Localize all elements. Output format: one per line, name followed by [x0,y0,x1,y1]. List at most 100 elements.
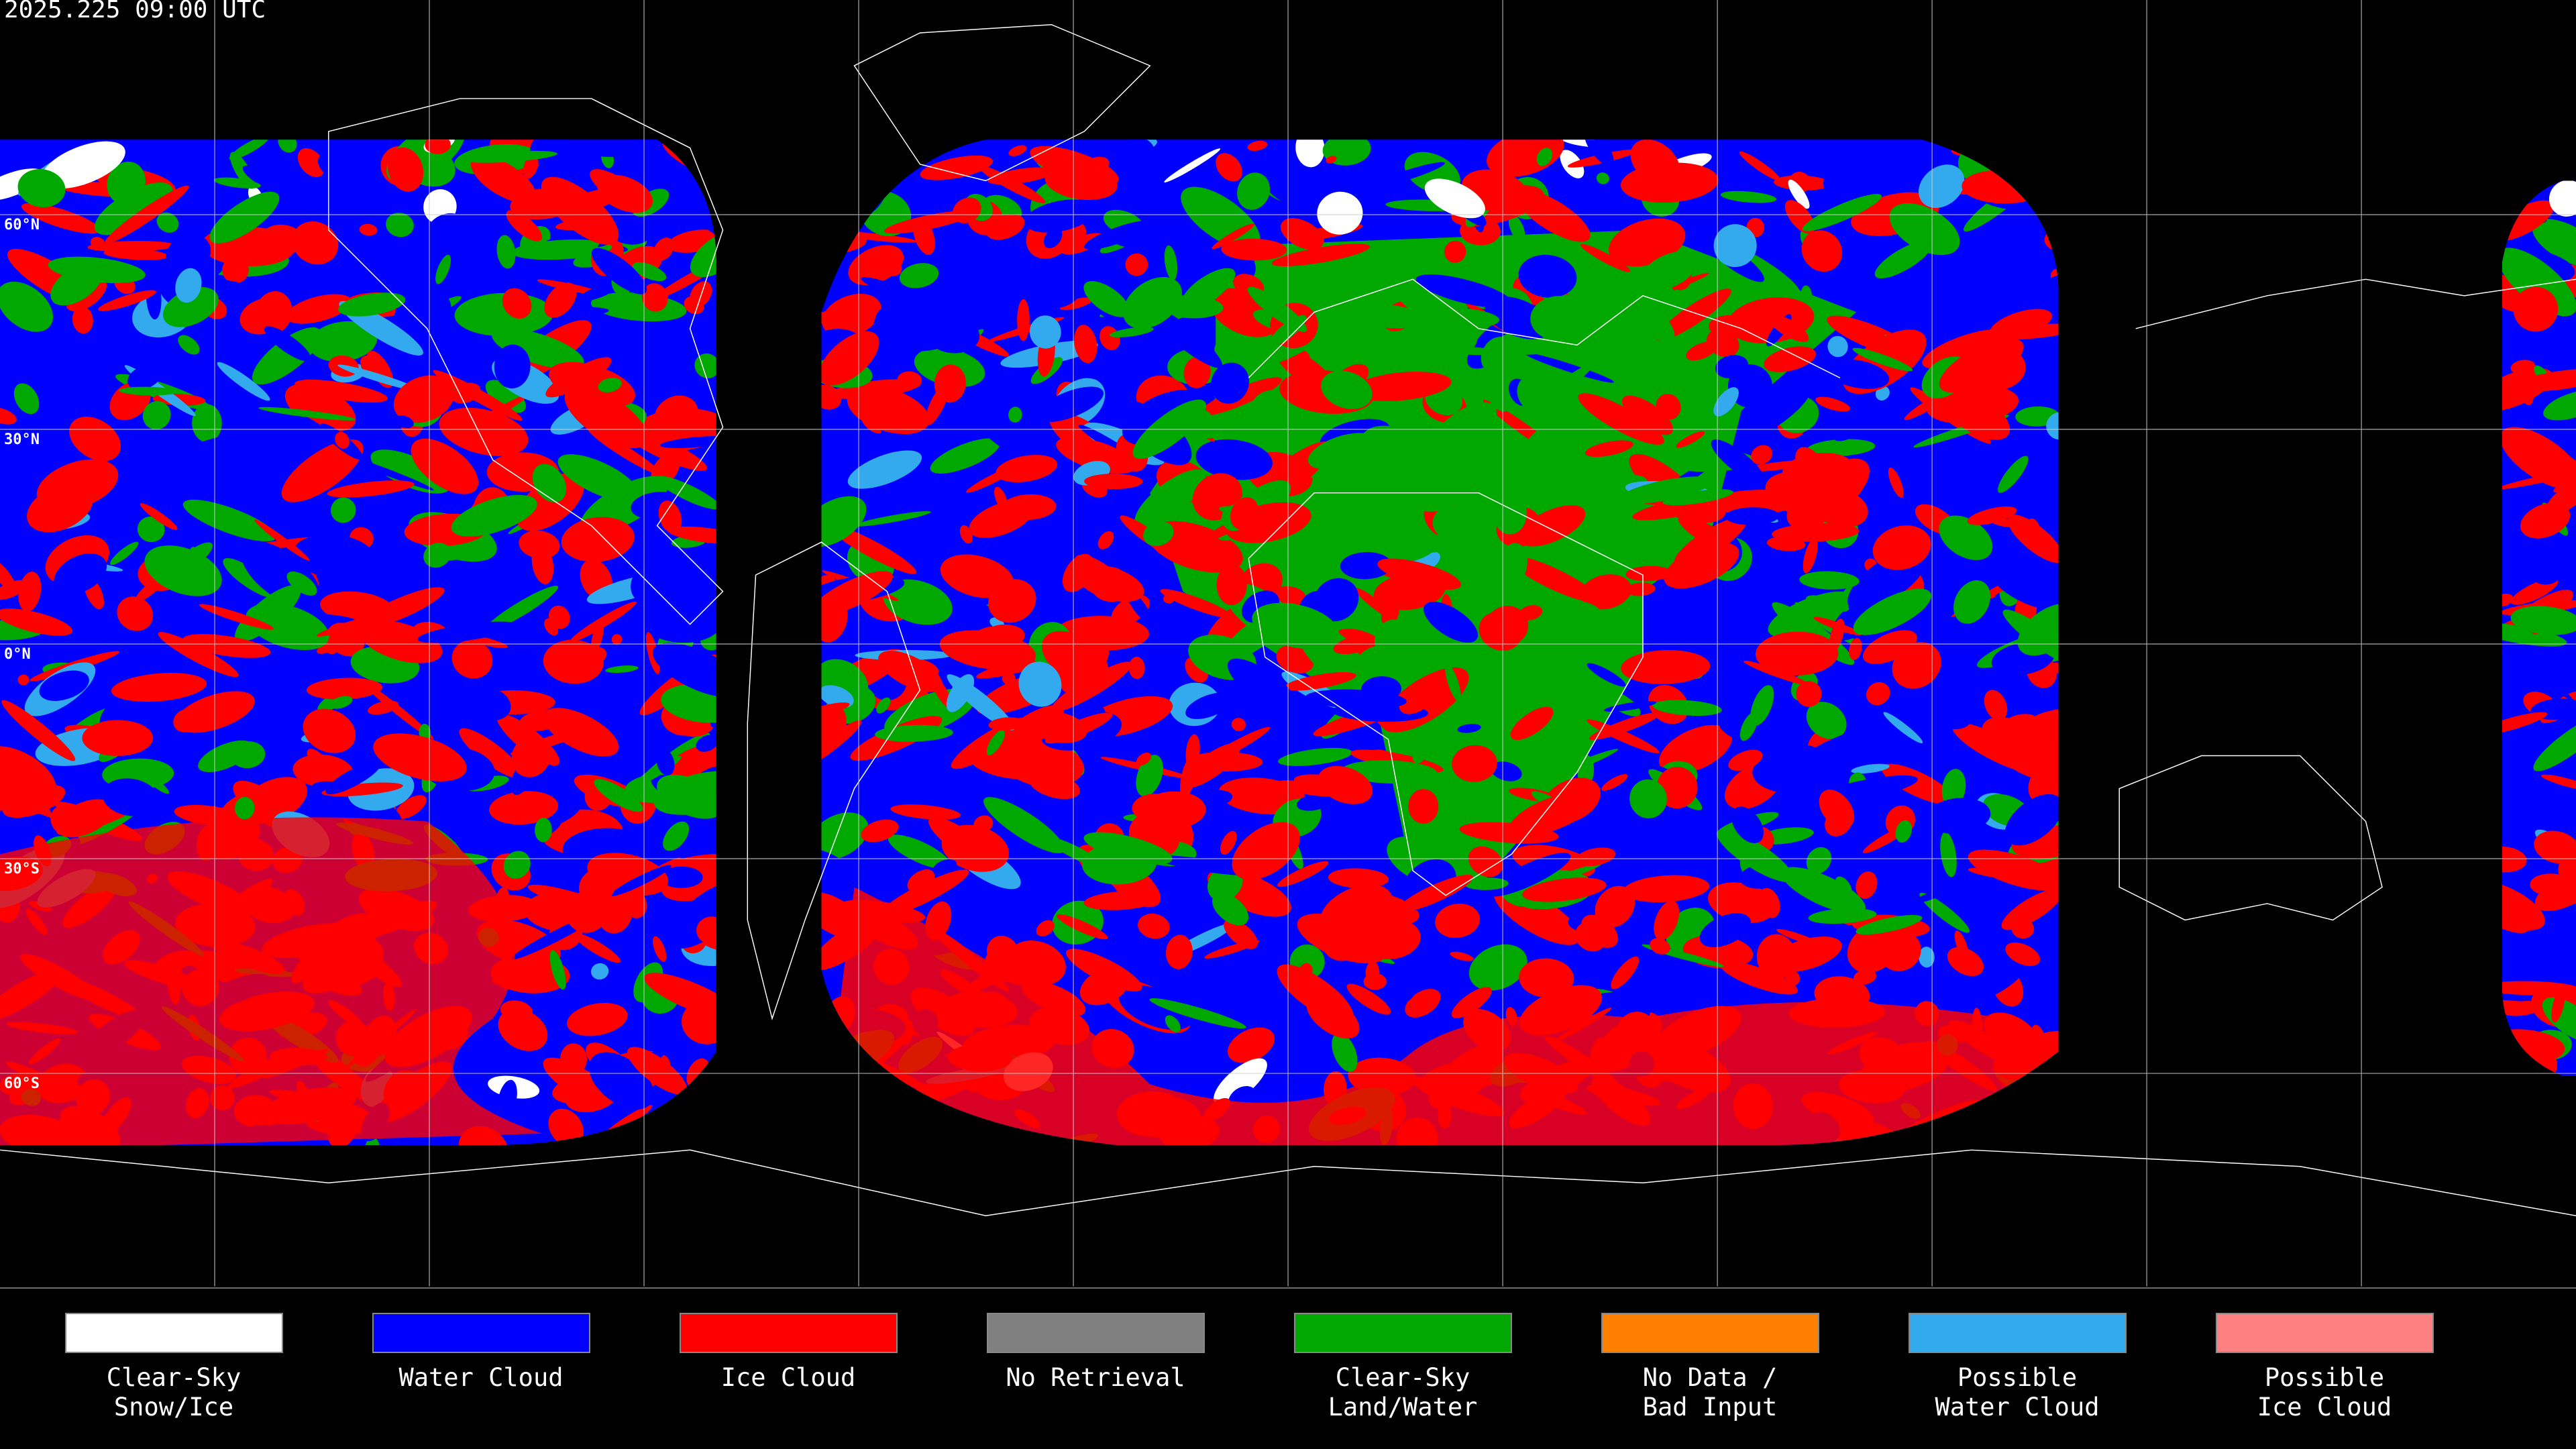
cloud-patch [1776,928,1823,947]
cloud-patch [1781,867,1866,914]
cloud-patch [1547,428,1582,466]
cloud-patch [1519,958,1574,998]
cloud-patch [500,1000,533,1022]
cloud-patch [1708,882,1776,924]
cloud-patch [1250,390,1293,433]
legend-swatch [372,1313,590,1353]
cloud-patch [1348,304,1426,329]
cloud-patch [1367,494,1385,528]
cloud-patch [888,835,951,869]
cloud-patch [969,500,1034,538]
cloud-patch [0,580,28,600]
cloud-patch [111,673,207,702]
cloud-patch [1849,638,1862,660]
cloud-patch [1517,373,1564,416]
cloud-patch [56,799,113,838]
cloud-patch [1029,315,1061,349]
cloud-patch [1017,299,1030,341]
cloud-patch [1468,944,1527,991]
legend-swatch [65,1313,283,1353]
cloud-patch [1211,362,1249,404]
cloud-patch [2046,412,2059,440]
cloud-patch [182,634,271,658]
cloud-map [0,0,2576,1289]
cloud-patch [451,494,537,537]
cloud-patch [1522,877,1607,902]
legend-label: Land/Water [1328,1393,1478,1421]
cloud-patch [939,630,1036,670]
cloud-patch [1408,789,1439,824]
cloud-patch [681,1000,716,1044]
cloud-patch [2007,515,2059,564]
cloud-patch [1806,595,1849,612]
cloud-patch [549,950,566,990]
cloud-patch [1765,471,1852,521]
cloud-patch [1516,190,1591,242]
cloud-patch [1332,1032,1358,1072]
cloud-patch [1022,980,1086,1016]
cloud-patch [1468,260,1507,288]
cloud-patch [1363,973,1387,990]
cloud-patch [1654,900,1680,941]
cloud-patch [959,525,973,544]
cloud-patch [506,210,543,241]
cloud-patch [1752,755,1816,793]
cloud-patch [1181,268,1236,309]
cloud-patch [285,294,352,324]
cloud-patch [548,1108,584,1145]
cloud-patch [359,223,378,236]
cloud-patch [1584,140,1614,166]
cloud-patch [907,869,935,892]
cloud-patch [158,632,239,678]
cloud-patch [242,165,273,188]
cloud-patch [1,700,76,761]
cloud-patch [821,702,850,720]
cloud-patch [1998,455,2029,493]
cloud-patch [2502,650,2528,678]
legend-label: Bad Input [1643,1393,1777,1421]
cloud-patch [2502,712,2548,736]
cloud-patch [166,234,211,274]
cloud-patch [1008,145,1027,156]
cloud-patch [1801,230,1843,272]
ice-cloud-band [0,817,543,1145]
cloud-patch [1451,987,1492,1018]
cloud-patch [1833,421,1868,441]
cloud-patch [1595,521,1649,560]
cloud-patch [127,364,162,390]
cloud-patch [511,239,612,260]
cloud-patch [1739,151,1780,181]
cloud-patch [663,821,690,851]
cloud-patch [598,378,622,392]
cloud-patch [156,212,179,233]
cloud-patch [696,735,716,752]
cloud-patch [378,238,446,274]
cloud-patch [1508,214,1525,243]
cloud-patch [1056,437,1136,474]
cloud-patch [1889,203,1960,256]
cloud-patch [1986,323,2059,340]
cloud-patch [439,407,529,456]
cloud-patch [1967,506,2017,525]
latitude-label: 30°S [4,861,40,877]
cloud-patch [1110,327,1154,337]
latitude-labels: 60°N 30°N 0°N 30°S 60°S [4,217,40,1092]
cloud-patch [821,812,869,860]
cloud-patch [229,152,255,189]
cloud-patch [1764,346,1816,372]
cloud-patch [258,407,356,421]
cloud-patch [1788,179,1810,209]
cloud-patch [1578,393,1664,445]
cloud-patch [2529,551,2566,585]
cloud-patch [511,735,551,777]
cloud-patch [140,503,178,531]
cloud-patch [1601,774,1628,791]
cloud-patch [2520,657,2574,702]
cloud-patch [503,851,531,879]
cloud-patch [1452,745,1497,782]
cloud-patch [1293,301,1364,310]
cloud-patch [1125,253,1148,276]
cloud-patch [39,670,89,701]
cloud-patch [54,553,107,594]
cloud-patch [1509,555,1599,602]
